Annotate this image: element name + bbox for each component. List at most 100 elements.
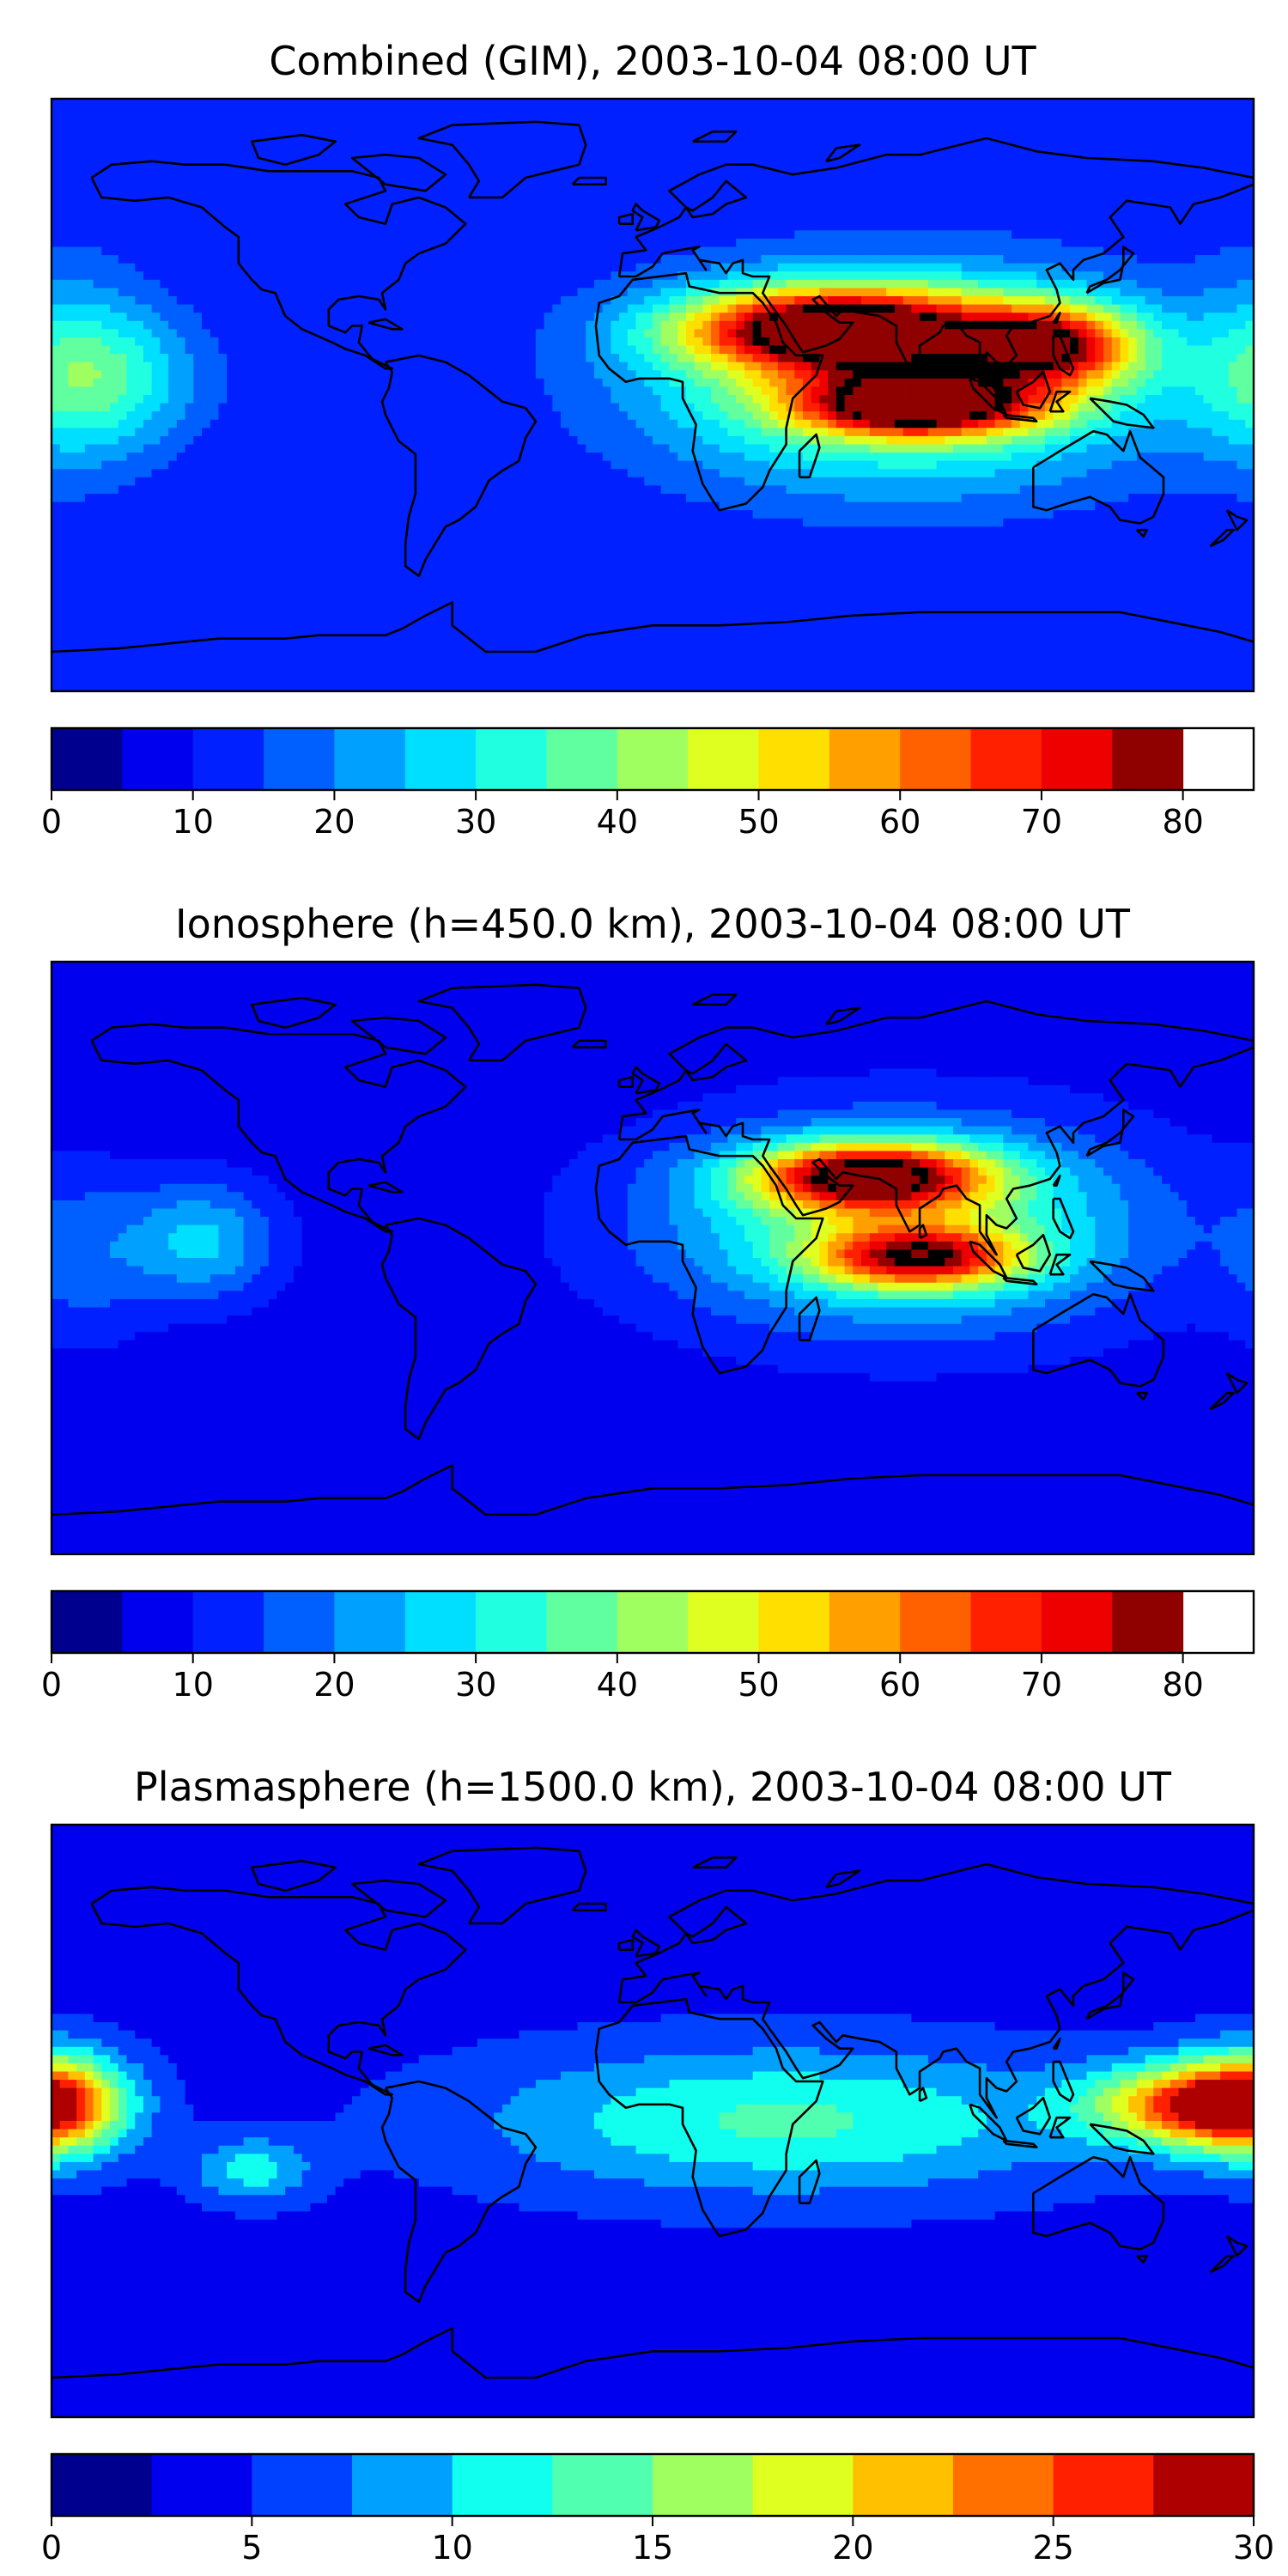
heatmap-cell (335, 115, 344, 125)
heatmap-cell (786, 370, 795, 380)
heatmap-cell (126, 156, 136, 166)
heatmap-cell (669, 361, 678, 371)
heatmap-cell (927, 313, 938, 322)
heatmap-cell (310, 222, 319, 231)
heatmap-cell (118, 279, 128, 289)
heatmap-cell (835, 345, 846, 355)
heatmap-cell (1236, 197, 1246, 207)
heatmap-cell (1028, 197, 1037, 207)
heatmap-cell (669, 197, 678, 207)
heatmap-cell (1203, 197, 1212, 207)
heatmap-cell (268, 189, 278, 198)
heatmap-cell (218, 139, 228, 149)
heatmap-cell (160, 148, 169, 157)
heatmap-cell (1019, 320, 1030, 330)
heatmap-cell (969, 222, 979, 231)
heatmap-cell (1120, 361, 1129, 371)
heatmap-cell (527, 329, 537, 338)
heatmap-cell (1153, 313, 1163, 322)
heatmap-cell (76, 214, 86, 223)
heatmap-cell (494, 205, 503, 215)
heatmap-cell (544, 378, 553, 388)
heatmap-cell (685, 173, 696, 182)
heatmap-cell (210, 230, 220, 240)
heatmap-cell (611, 337, 620, 347)
heatmap-cell (135, 361, 144, 371)
heatmap-cell (1153, 164, 1163, 173)
heatmap-cell (469, 106, 478, 116)
heatmap-cell (176, 337, 186, 347)
heatmap-cell (577, 238, 586, 248)
heatmap-cell (1070, 173, 1079, 182)
heatmap-cell (160, 279, 169, 289)
heatmap-cell (68, 230, 77, 240)
heatmap-cell (510, 345, 520, 355)
heatmap-cell (477, 271, 487, 281)
heatmap-cell (268, 378, 278, 388)
heatmap-cell (310, 279, 319, 289)
heatmap-cell (143, 214, 153, 223)
heatmap-cell (602, 164, 611, 173)
heatmap-cell (752, 139, 762, 149)
heatmap-cell (168, 99, 178, 108)
heatmap-cell (577, 378, 586, 388)
heatmap-cell (301, 361, 311, 371)
heatmap-cell (193, 99, 203, 108)
heatmap-cell (777, 230, 787, 240)
heatmap-cell (210, 279, 220, 289)
heatmap-cell (1236, 296, 1246, 306)
heatmap-cell (685, 296, 696, 306)
heatmap-cell (101, 131, 111, 141)
heatmap-cell (469, 230, 478, 240)
heatmap-cell (561, 214, 570, 223)
heatmap-cell (185, 313, 194, 322)
heatmap-cell (1103, 370, 1113, 380)
heatmap-cell (769, 214, 779, 223)
heatmap-cell (736, 106, 745, 116)
heatmap-cell (635, 115, 645, 125)
heatmap-cell (794, 345, 804, 355)
heatmap-cell (902, 123, 912, 132)
heatmap-cell (210, 263, 220, 272)
heatmap-cell (510, 99, 520, 108)
heatmap-cell (953, 304, 963, 313)
heatmap-cell (878, 139, 887, 149)
heatmap-cell (1203, 337, 1212, 347)
heatmap-cell (93, 288, 102, 297)
heatmap-cell (252, 238, 261, 248)
heatmap-cell (160, 337, 169, 347)
heatmap-cell (1053, 214, 1062, 223)
heatmap-cell (660, 304, 671, 313)
heatmap-cell (653, 238, 662, 248)
heatmap-cell (702, 131, 712, 141)
heatmap-cell (193, 156, 203, 166)
heatmap-cell (1086, 139, 1096, 149)
heatmap-cell (544, 288, 553, 297)
heatmap-cell (135, 197, 144, 207)
heatmap-cell (786, 296, 795, 306)
heatmap-cell (660, 164, 671, 173)
heatmap-cell (1212, 106, 1221, 116)
heatmap-cell (677, 99, 687, 108)
heatmap-cell (711, 148, 720, 157)
heatmap-cell (886, 222, 896, 231)
heatmap-cell (1061, 238, 1071, 248)
heatmap-cell (218, 320, 228, 330)
heatmap-cell (469, 222, 478, 231)
heatmap-cell (1162, 296, 1171, 306)
heatmap-cell (1019, 156, 1030, 166)
heatmap-cell (59, 115, 70, 125)
heatmap-cell (435, 304, 445, 313)
heatmap-cell (586, 123, 595, 132)
heatmap-cell (1178, 139, 1188, 149)
heatmap-cell (285, 296, 295, 306)
heatmap-cell (234, 320, 245, 330)
heatmap-cell (736, 320, 745, 330)
heatmap-cell (319, 164, 328, 173)
heatmap-cell (794, 214, 804, 223)
heatmap-cell (301, 197, 311, 207)
heatmap-cell (861, 123, 871, 132)
heatmap-cell (343, 271, 353, 281)
heatmap-cell (168, 148, 178, 157)
heatmap-cell (953, 337, 963, 347)
